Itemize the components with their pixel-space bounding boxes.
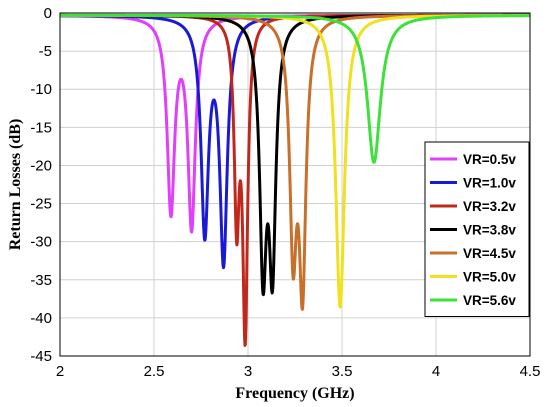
series-line-6 [58,13,532,164]
axis-ticks: 2 2.5 3 3.5 4 4.5 0 -5 -10 -15 -20 -25 -30 -35 -40 -45 [30,5,540,380]
y-tick-label: -40 [30,310,52,327]
x-tick-label: 4.5 [520,363,541,380]
legend-entry: VR=5.0v [463,270,516,285]
legend-entry: VR=4.5v [463,246,516,261]
plot-frame [59,12,531,357]
y-tick-label: -30 [30,234,52,251]
x-tick-label: 3 [244,363,252,380]
y-axis-title: Return Losses (dB) [7,119,24,251]
chart-legend: VR=0.5v VR=1.0v VR=3.2v VR=3.8v VR=4.5v VR=5.… [424,141,530,317]
x-tick-label: 3.5 [332,363,353,380]
y-tick-label: -10 [30,81,52,98]
legend-entry: VR=1.0v [463,176,516,191]
x-tick-label: 2.5 [144,363,165,380]
y-tick-label: 0 [44,5,52,22]
x-tick-label: 2 [56,363,64,380]
y-tick-label: -35 [30,272,52,289]
legend-entry: VR=3.8v [463,223,516,238]
x-axis-title: Frequency (GHz) [235,385,354,402]
y-tick-label: -45 [30,348,52,365]
legend-entry: VR=0.5v [463,152,516,167]
chart-series [58,13,532,347]
legend-entry: VR=3.2v [463,199,516,214]
y-tick-label: -15 [30,119,52,136]
x-tick-label: 4 [432,363,440,380]
y-tick-label: -5 [39,43,52,60]
legend-entry: VR=5.6v [463,293,516,308]
y-tick-label: -20 [30,157,52,174]
y-tick-label: -25 [30,196,52,213]
